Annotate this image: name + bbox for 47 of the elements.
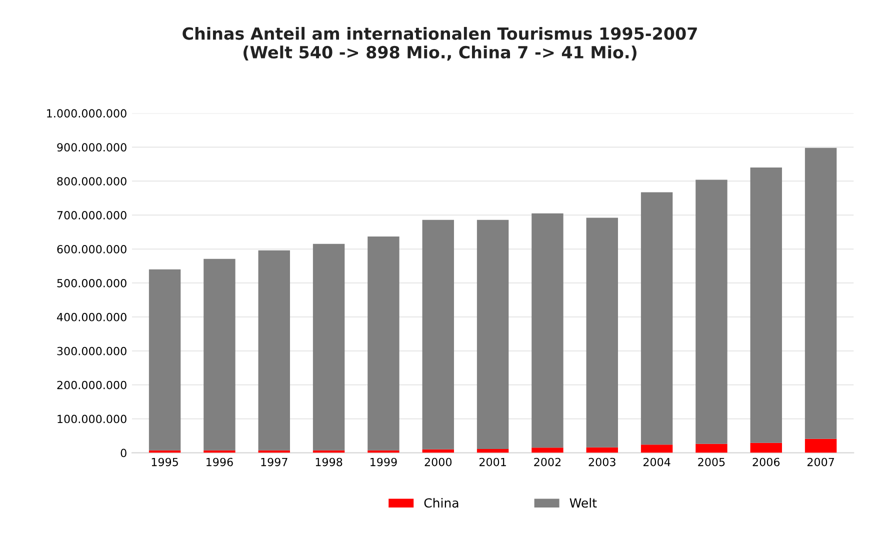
bar	[422, 220, 454, 450]
bar	[476, 220, 509, 450]
x-tick-label: 1996	[206, 458, 233, 466]
x-tick-label: 2003	[588, 458, 616, 466]
x-tick-label: 1997	[261, 458, 288, 466]
bar	[696, 180, 728, 444]
bar	[640, 444, 673, 453]
legend-label: Welt	[570, 498, 597, 508]
bar	[204, 258, 236, 450]
bar	[476, 449, 509, 453]
x-tick-label: 1999	[370, 458, 397, 466]
y-tick-label: 0	[120, 448, 126, 458]
x-tick-label: 2002	[534, 458, 560, 466]
bar	[804, 438, 837, 453]
bar	[750, 442, 782, 453]
bar	[532, 213, 564, 448]
bar	[258, 250, 290, 450]
x-tick-label: 2000	[424, 458, 452, 466]
y-tick-label: 500.000.000	[57, 278, 126, 288]
y-tick-label: 100.000.000	[58, 414, 126, 424]
bar	[368, 236, 400, 450]
x-tick-label: 2004	[643, 458, 670, 466]
bar	[586, 218, 618, 448]
legend-label: China	[424, 498, 458, 508]
y-tick-label: 400.000.000	[56, 312, 126, 322]
bar	[640, 192, 673, 445]
x-tick-label: 2001	[479, 458, 506, 466]
bar	[586, 447, 618, 453]
bar	[750, 168, 782, 443]
y-tick-label: 900.000.000	[57, 143, 126, 152]
x-tick-label: 2007	[807, 458, 834, 466]
x-tick-label: 2005	[698, 458, 725, 466]
bar	[696, 444, 728, 453]
bar	[532, 448, 564, 453]
y-tick-label: 600.000.000	[57, 244, 126, 254]
bar	[148, 269, 181, 450]
y-tick-label: 700.000.000	[57, 211, 126, 220]
chart-title: Chinas Anteil am internationalen Tourismus 1995-2007 (Welt 540 -> 898 Mio., China 7 -> 41 Mio.)	[182, 26, 697, 61]
y-tick-label: 200.000.000	[57, 380, 126, 390]
bar	[804, 148, 837, 439]
bar	[312, 244, 345, 450]
y-tick-label: 800.000.000	[57, 177, 126, 186]
x-tick-label: 1995	[152, 458, 178, 466]
y-tick-label: 1.000.000.000	[47, 109, 126, 118]
x-tick-label: 1998	[316, 458, 342, 466]
x-tick-label: 2006	[752, 458, 780, 466]
y-tick-label: 300.000.000	[57, 346, 126, 356]
